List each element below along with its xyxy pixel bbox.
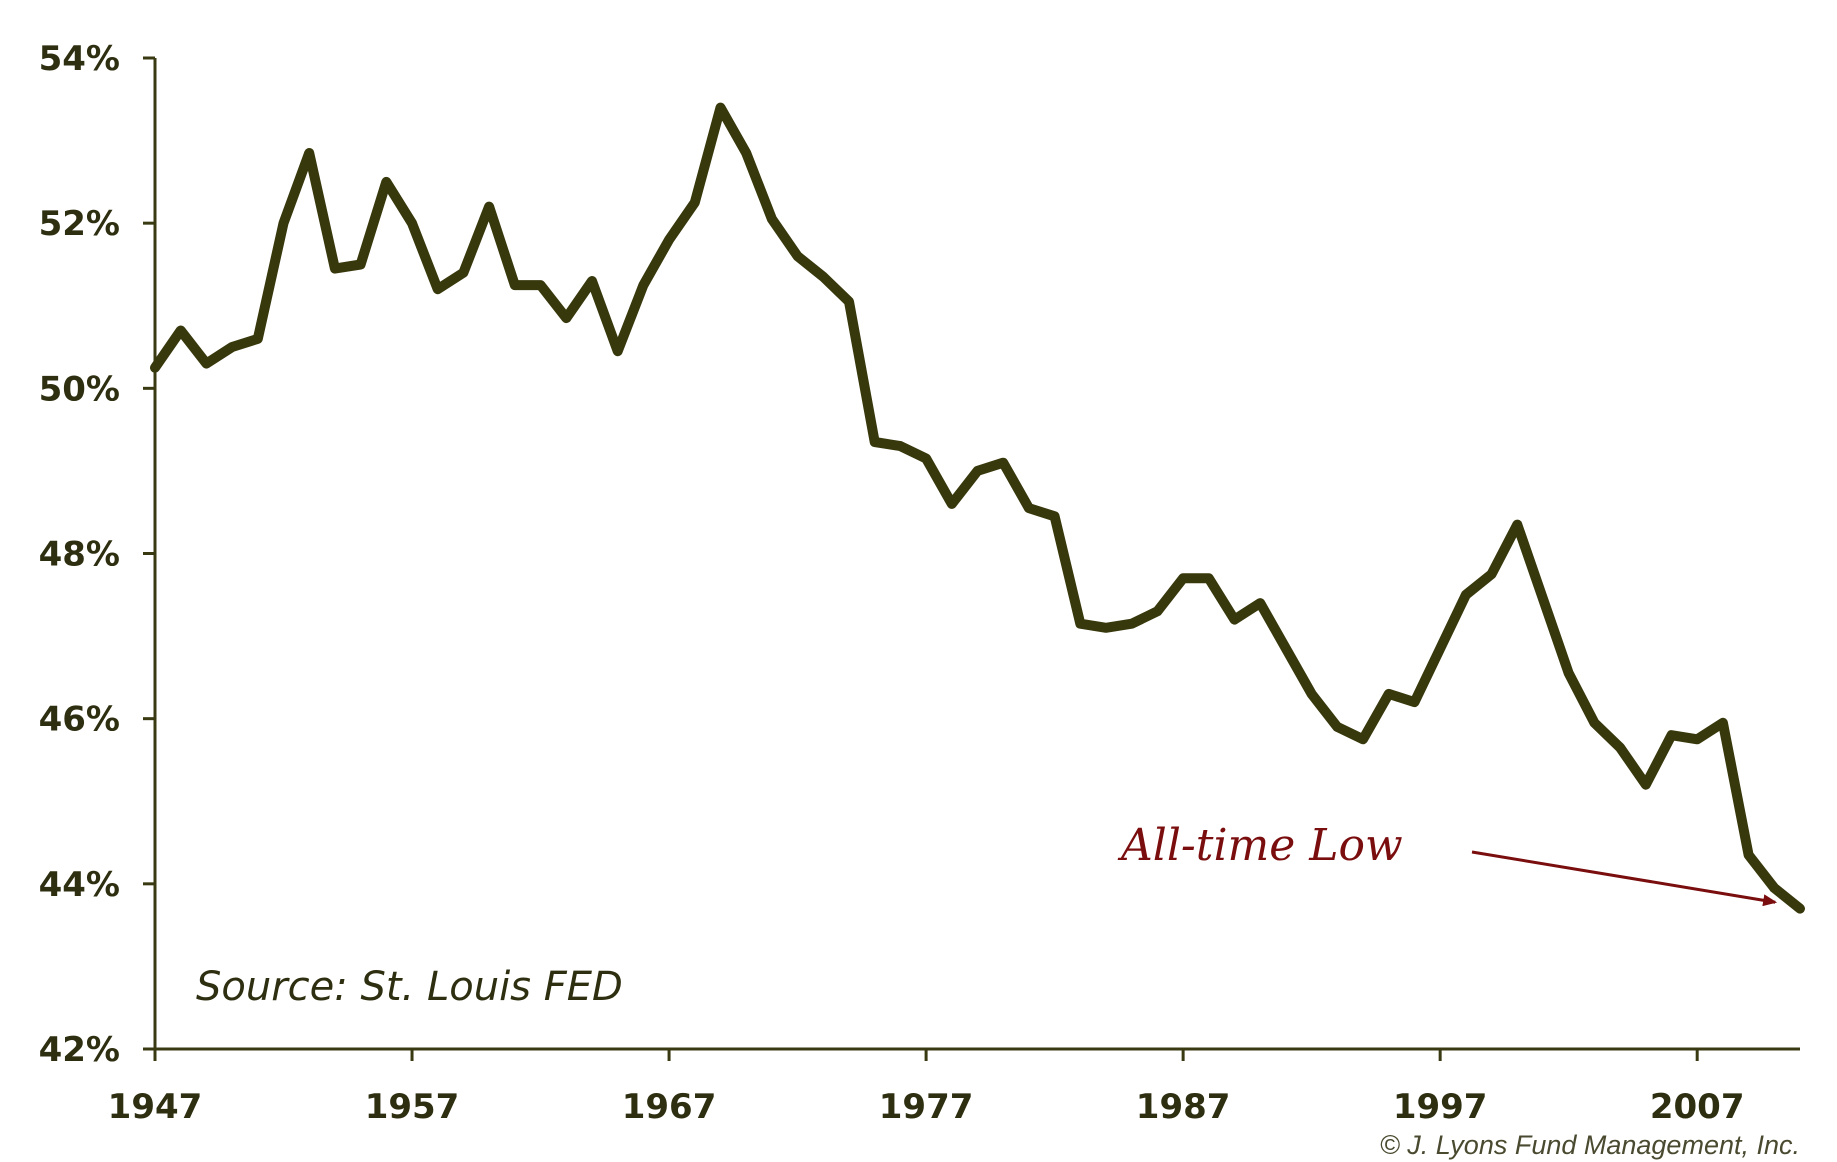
annotation-arrow: [1471, 850, 1778, 907]
y-tick-label: 46%: [39, 700, 120, 740]
y-tick-label: 44%: [39, 865, 120, 905]
y-axis-tick-marks: [143, 56, 155, 1051]
x-axis-tick-labels: 1947 1957 1967 1977 1987 1997 2007: [108, 1087, 1745, 1127]
copyright-footer: © J. Lyons Fund Management, Inc.: [1380, 1130, 1800, 1160]
series-line: [150, 102, 1805, 914]
x-tick-label: 1997: [1393, 1087, 1488, 1127]
y-tick-label: 54%: [39, 39, 120, 79]
y-tick-label: 48%: [39, 535, 120, 575]
x-tick-label: 1987: [1136, 1087, 1231, 1127]
x-axis-tick-marks: [153, 1049, 1699, 1061]
source-annotation: Source: St. Louis FED: [196, 964, 623, 1010]
y-axis-tick-labels: 42% 44% 46% 48% 50% 52% 54%: [39, 39, 120, 1070]
x-tick-label: 1947: [108, 1087, 203, 1127]
y-tick-label: 50%: [39, 369, 120, 409]
x-tick-label: 1977: [879, 1087, 974, 1127]
y-tick-label: 52%: [39, 204, 120, 244]
x-tick-label: 1957: [365, 1087, 460, 1127]
all-time-low-annotation: All-time Low: [1117, 820, 1403, 871]
x-tick-label: 2007: [1650, 1087, 1745, 1127]
y-tick-label: 42%: [39, 1030, 120, 1070]
x-tick-label: 1967: [622, 1087, 717, 1127]
